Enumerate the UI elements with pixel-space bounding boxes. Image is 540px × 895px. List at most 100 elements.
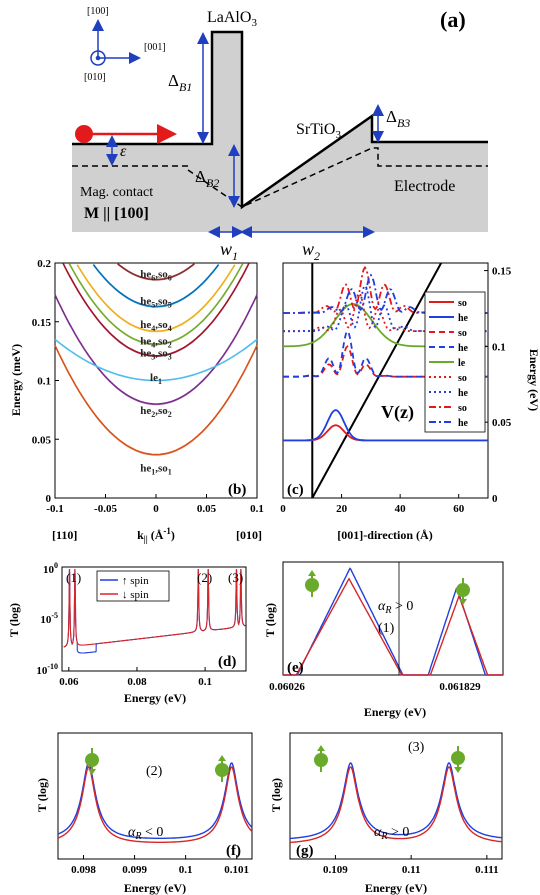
panel-c-xtick-label: 60	[453, 503, 465, 515]
epsilon-label: ε	[120, 143, 127, 160]
panel-b-xlabel: k|| (Å-1)	[137, 526, 175, 544]
xtick-label: 0.1	[179, 864, 193, 876]
legend-entry: so	[458, 328, 467, 339]
panel-g-ylabel: T (log)	[269, 778, 283, 812]
panel-a-schematic: [100] [001] [010] (a) LaAlO3 SrTiO3 ΔB1 …	[72, 6, 488, 263]
panel-label-e: (e)	[287, 660, 304, 676]
panel-label-c: (c)	[287, 482, 304, 498]
panel-d-ytick-label: 10-5	[40, 611, 58, 626]
annotation-3: (3)	[228, 570, 243, 585]
panel-g-annotation: (3)	[408, 740, 425, 755]
potential-slope	[311, 262, 443, 499]
magnetization-label: M || [100]	[84, 205, 149, 222]
spin-down-icon	[456, 578, 470, 605]
level-label-1: he6,so6	[140, 269, 172, 283]
panel-e-xtick-right: 0.061829	[439, 681, 481, 693]
mag-contact-label: Mag. contact	[80, 185, 153, 200]
fermi-level-line	[72, 147, 488, 208]
panel-b-ytick-label: 0.05	[32, 434, 52, 446]
delta-b1-label: ΔB1	[168, 71, 192, 94]
level-label-2: he5,so5	[140, 296, 172, 310]
subband-curve-2-split	[54, 295, 258, 406]
subband-curve-4-split	[62, 263, 250, 358]
transmission-spin-down	[63, 568, 246, 648]
panel-b-xtick-label: 0	[153, 503, 159, 515]
annotation-2: (2)	[197, 570, 212, 585]
w1-label: w1	[220, 239, 238, 263]
level-label-7: he2,so2	[140, 405, 172, 419]
subband-curve-6	[76, 264, 236, 333]
subband-curve-8-split	[117, 264, 195, 281]
xtick-label: 0.109	[323, 864, 348, 876]
panel-c-xtick-label: 40	[395, 503, 407, 515]
direction-label-010: [010]	[236, 528, 262, 542]
panel-b-xtick-label: -0.1	[46, 503, 63, 515]
subband-curve-7-split	[93, 265, 219, 308]
crystal-axes-icon	[90, 19, 141, 66]
legend-entry: he	[458, 313, 469, 324]
panel-c-xlabel: [001]-direction (Å)	[337, 528, 432, 542]
panel-c-ylabel: Energy (eV)	[527, 349, 540, 411]
legend-entry: he	[458, 388, 469, 399]
subband-curve-4	[62, 262, 250, 357]
panel-g-alpha: αR > 0	[374, 825, 409, 842]
panel-label-b: (b)	[228, 482, 246, 498]
panel-f-alpha: αR < 0	[128, 825, 163, 842]
panel-b-ytick-label: 0.2	[37, 258, 51, 270]
xtick-label: 0.098	[71, 864, 96, 876]
laalo3-label: LaAlO3	[207, 9, 257, 29]
level-label-6: le1	[150, 372, 162, 386]
panel-c-ytick-label: 0.05	[492, 417, 512, 429]
panel-f-ylabel: T (log)	[35, 778, 49, 812]
subband-curve-1-split	[54, 345, 258, 456]
panel-f-annotation: (2)	[146, 764, 163, 779]
xtick-label: 0.099	[122, 864, 147, 876]
subband-curve-1	[54, 344, 258, 456]
panel-g-xlabel: Energy (eV)	[365, 881, 427, 895]
w2-label: w2	[302, 239, 320, 263]
transmission-spin-down	[290, 766, 503, 844]
panel-label-d: (d)	[218, 654, 236, 670]
spin-up-icon	[215, 755, 229, 782]
panel-g-zoom-peak-3: 0.109 0.11 0.111 (3) αR > 0 T (log) Energy…	[269, 732, 503, 895]
subband-curve-6-split	[76, 265, 236, 333]
electron-icon	[75, 125, 93, 143]
panel-label-a: (a)	[440, 7, 466, 32]
panel-e-xlabel: Energy (eV)	[364, 705, 426, 719]
legend-spin-up: ↑ spin	[122, 575, 149, 587]
panel-d-frame	[61, 566, 247, 672]
subband-curve-3	[54, 338, 258, 382]
legend-entry: he	[458, 343, 469, 354]
wavefunction-4	[283, 329, 488, 378]
panel-label-g: (g)	[296, 843, 314, 859]
panel-e-annotation: (1)	[378, 621, 395, 636]
panel-e-ylabel: T (log)	[263, 603, 277, 637]
spin-down-icon	[85, 748, 99, 775]
panel-f-zoom-peak-2: 0.098 0.099 0.1 0.101 (2) αR < 0 T (log) En…	[35, 732, 253, 895]
panel-c-legend: so he so he le so he so he	[424, 291, 486, 433]
panel-g-frame	[289, 732, 503, 860]
xtick-label: 0.111	[475, 864, 499, 876]
direction-label-110: [110]	[52, 528, 77, 542]
delta-b2-label: ΔB2	[195, 167, 219, 190]
xtick-label: 0.101	[224, 864, 249, 876]
panel-d-xtick-label: 0.08	[127, 676, 147, 688]
subband-curve-5-split	[68, 263, 244, 346]
legend-entry: so	[458, 298, 467, 309]
panel-d-ylabel: T (log)	[7, 603, 21, 637]
panel-b-ytick-label: 0	[46, 493, 52, 505]
subband-curve-2	[54, 294, 258, 405]
panel-f-xlabel: Energy (eV)	[124, 881, 186, 895]
level-label-8: he1,so1	[140, 462, 172, 476]
axis-label-001: [001]	[144, 42, 166, 53]
panel-d-xtick-label: 0.06	[59, 676, 79, 688]
spin-up-icon	[314, 745, 328, 772]
panel-b-ylabel: Energy (meV)	[9, 344, 23, 416]
level-label-5: he3,so3	[140, 347, 172, 361]
annotation-1: (1)	[66, 570, 81, 585]
panel-c-ytick-label: 0.1	[492, 341, 506, 353]
axis-label-010: [010]	[84, 72, 106, 83]
